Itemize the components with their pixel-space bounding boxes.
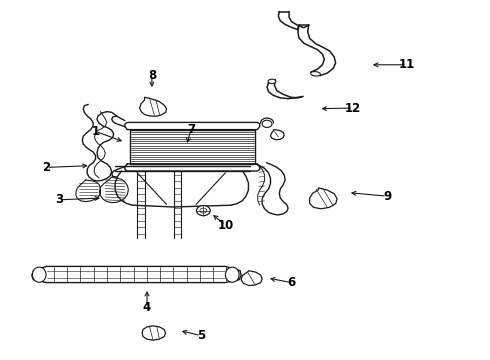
Circle shape xyxy=(200,208,207,213)
Polygon shape xyxy=(140,97,167,116)
Ellipse shape xyxy=(225,267,239,282)
Polygon shape xyxy=(241,271,262,285)
Text: 4: 4 xyxy=(143,301,151,314)
Text: 11: 11 xyxy=(398,58,415,71)
Ellipse shape xyxy=(32,267,46,282)
Polygon shape xyxy=(310,188,337,209)
Text: 10: 10 xyxy=(217,219,234,231)
Text: 12: 12 xyxy=(344,102,361,114)
Text: 1: 1 xyxy=(92,125,99,138)
Ellipse shape xyxy=(311,72,320,76)
Polygon shape xyxy=(99,177,128,203)
Text: 6: 6 xyxy=(288,276,295,289)
Text: 7: 7 xyxy=(187,123,195,136)
Circle shape xyxy=(196,206,210,216)
Ellipse shape xyxy=(268,79,276,84)
Text: 9: 9 xyxy=(383,190,391,203)
Text: 8: 8 xyxy=(148,69,156,82)
Text: 2: 2 xyxy=(43,161,50,174)
Text: 3: 3 xyxy=(55,193,63,206)
Text: 5: 5 xyxy=(197,329,205,342)
Polygon shape xyxy=(32,266,241,283)
Circle shape xyxy=(262,120,272,127)
Polygon shape xyxy=(142,326,166,340)
Polygon shape xyxy=(130,130,255,164)
